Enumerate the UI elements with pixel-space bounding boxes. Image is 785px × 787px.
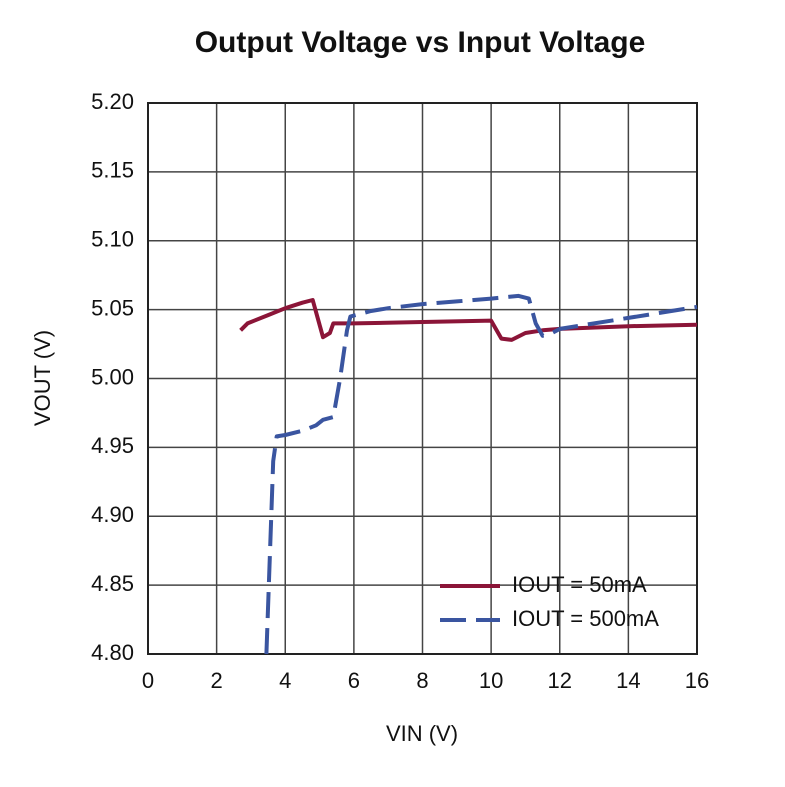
y-tick-label: 4.90 bbox=[91, 502, 134, 527]
x-tick-label: 8 bbox=[416, 668, 428, 693]
x-tick-label: 16 bbox=[685, 668, 709, 693]
plot-frame bbox=[147, 102, 698, 655]
data-line bbox=[239, 298, 698, 342]
y-tick-label: 5.10 bbox=[91, 227, 134, 252]
x-tick-label: 10 bbox=[479, 668, 503, 693]
y-tick-label: 5.15 bbox=[91, 158, 134, 183]
y-tick-label: 5.20 bbox=[91, 89, 134, 114]
x-tick-label: 14 bbox=[616, 668, 640, 693]
y-tick-label: 4.85 bbox=[91, 571, 134, 596]
x-tick-label: 4 bbox=[279, 668, 291, 693]
x-tick-label: 2 bbox=[211, 668, 223, 693]
y-tick-label: 4.95 bbox=[91, 433, 134, 458]
y-axis-label: VOUT (V) bbox=[30, 330, 55, 426]
chart-title: Output Voltage vs Input Voltage bbox=[195, 26, 646, 59]
legend-label: IOUT = 50mA bbox=[512, 572, 647, 597]
legend-label: IOUT = 500mA bbox=[512, 606, 659, 631]
x-tick-label: 12 bbox=[548, 668, 572, 693]
x-tick-label: 6 bbox=[348, 668, 360, 693]
y-tick-label: 4.80 bbox=[91, 640, 134, 665]
y-tick-label: 5.00 bbox=[91, 364, 134, 389]
x-tick-label: 0 bbox=[142, 668, 154, 693]
x-axis-label: VIN (V) bbox=[386, 721, 458, 746]
data-line bbox=[264, 293, 698, 655]
y-tick-label: 5.05 bbox=[91, 295, 134, 320]
